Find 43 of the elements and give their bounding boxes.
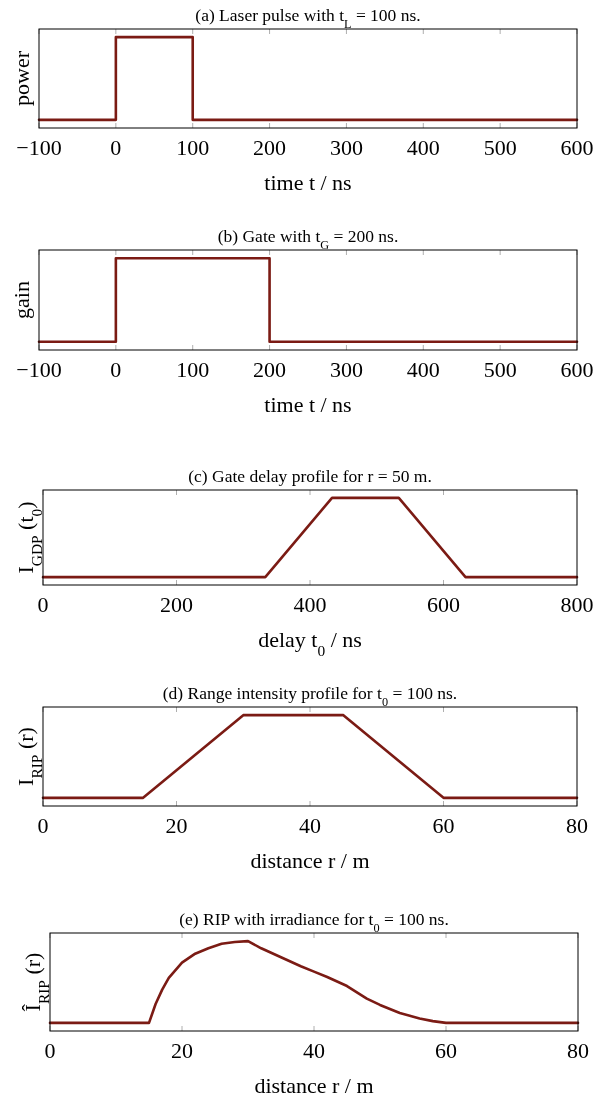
x-tick-label: 80 xyxy=(566,813,588,838)
x-tick-label: 400 xyxy=(406,135,440,160)
x-tick-label: 0 xyxy=(110,135,122,160)
chart-title: (b) Gate with t$_{G}$ = 200 ns. xyxy=(217,226,399,252)
x-tick-label: 60 xyxy=(435,1038,457,1063)
x-tick-label: 600 xyxy=(560,357,594,382)
chart-title: (e) RIP with irradiance for t$_{0}$ = 100 ns. xyxy=(179,909,449,935)
x-axis-title: time t / ns xyxy=(264,392,352,417)
x-axis-title: distance r / m xyxy=(254,1073,374,1098)
x-tick-label: 40 xyxy=(299,813,321,838)
x-tick-label: 500 xyxy=(483,135,517,160)
y-axis-title: power xyxy=(9,50,34,106)
x-tick-label: 400 xyxy=(406,357,440,382)
x-tick-label: 100 xyxy=(176,135,210,160)
x-tick-label: 200 xyxy=(253,357,287,382)
x-tick-label: −100 xyxy=(16,357,62,382)
chart-title: (a) Laser pulse with t$_{L}$ = 100 ns. xyxy=(195,5,421,31)
x-tick-label: 200 xyxy=(253,135,287,160)
x-tick-label: 0 xyxy=(110,357,122,382)
x-tick-label: 60 xyxy=(432,813,455,838)
x-tick-label: 500 xyxy=(483,357,517,382)
chart-title: (d) Range intensity profile for t$_{0}$ = 100 ns. xyxy=(162,683,458,709)
x-tick-label: 300 xyxy=(329,135,363,160)
x-tick-label: 800 xyxy=(560,592,594,617)
x-tick-label: −100 xyxy=(16,135,62,160)
x-axis-title: time t / ns xyxy=(264,170,352,195)
chart-title: (c) Gate delay profile for r = 50 m. xyxy=(188,466,432,486)
x-axis-title: distance r / m xyxy=(250,848,370,873)
x-tick-label: 0 xyxy=(37,813,49,838)
x-tick-label: 20 xyxy=(165,813,188,838)
x-tick-label: 300 xyxy=(329,357,363,382)
x-axis-title: delay t$_{0}$ / ns xyxy=(258,627,362,659)
x-tick-label: 600 xyxy=(560,135,594,160)
x-tick-label: 80 xyxy=(567,1038,589,1063)
y-axis-title: gain xyxy=(9,281,34,319)
x-tick-label: 0 xyxy=(44,1038,56,1063)
x-tick-label: 200 xyxy=(160,592,193,617)
x-tick-label: 0 xyxy=(37,592,49,617)
x-tick-label: 400 xyxy=(293,592,327,617)
x-tick-label: 100 xyxy=(176,357,210,382)
x-tick-label: 600 xyxy=(427,592,460,617)
x-tick-label: 40 xyxy=(303,1038,325,1063)
x-tick-label: 20 xyxy=(171,1038,193,1063)
